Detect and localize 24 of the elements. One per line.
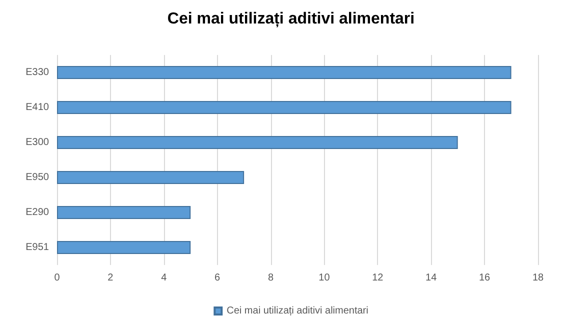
y-tick-label: E330 [26,67,50,78]
x-tick-label: 14 [426,272,438,284]
x-tick-label: 18 [532,272,544,284]
x-tick-label: 6 [214,272,221,284]
bar [57,206,191,219]
y-tick-label: E410 [26,102,50,113]
bar [57,66,512,79]
chart-title: Cei mai utilizați aditivi alimentari [167,10,415,28]
x-tick-label: 16 [478,272,491,284]
x-tick-label: 12 [372,272,384,284]
x-tick-label: 4 [161,272,168,284]
legend-label: Cei mai utilizați aditivi alimentari [226,306,368,316]
bar [57,171,244,184]
x-tick-label: 8 [268,272,274,284]
y-tick-label: E950 [26,172,50,183]
y-tick-label: E951 [26,242,50,253]
x-tick-label: 2 [108,272,114,284]
bar [57,241,191,254]
y-tick-label: E290 [26,207,50,218]
bar [57,101,512,114]
x-tick-label: 10 [318,272,330,284]
y-tick-label: E300 [26,137,50,148]
bar [57,136,458,149]
x-tick-label: 0 [54,272,60,284]
